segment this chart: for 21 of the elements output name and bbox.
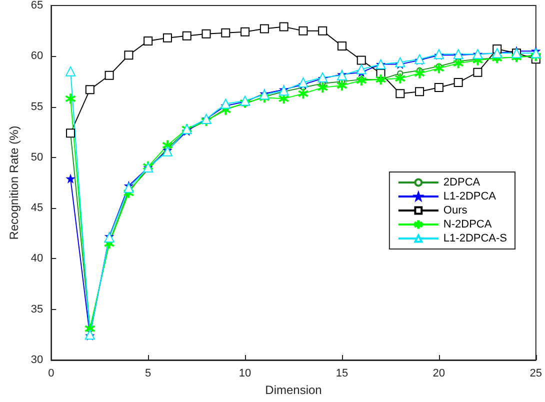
legend-label: L1-2DPCA bbox=[443, 190, 497, 202]
y-tick-label: 65 bbox=[30, 0, 44, 12]
legend-label: N-2DPCA bbox=[443, 218, 492, 230]
x-tick-label: 15 bbox=[336, 368, 348, 380]
legend-label: Ours bbox=[443, 204, 468, 216]
y-tick-label: 60 bbox=[30, 50, 44, 62]
y-axis-title: Recognition Rate (%) bbox=[7, 126, 21, 240]
y-tick-label: 40 bbox=[30, 252, 44, 265]
x-tick-label: 25 bbox=[530, 368, 542, 380]
y-tick-label: 30 bbox=[30, 354, 44, 366]
y-tick-label: 55 bbox=[30, 100, 44, 113]
x-tick-label: 10 bbox=[238, 368, 252, 380]
y-tick-label: 45 bbox=[30, 202, 44, 214]
y-tick-label: 50 bbox=[30, 151, 44, 164]
legend-label: L1-2DPCA-S bbox=[443, 232, 507, 244]
y-tick-label: 35 bbox=[30, 303, 44, 316]
x-tick-label: 5 bbox=[145, 368, 152, 380]
x-tick-label: 20 bbox=[432, 368, 446, 380]
legend-label: 2DPCA bbox=[443, 176, 481, 188]
x-tick-label: 0 bbox=[48, 368, 54, 380]
x-axis-title: Dimension bbox=[265, 382, 322, 397]
